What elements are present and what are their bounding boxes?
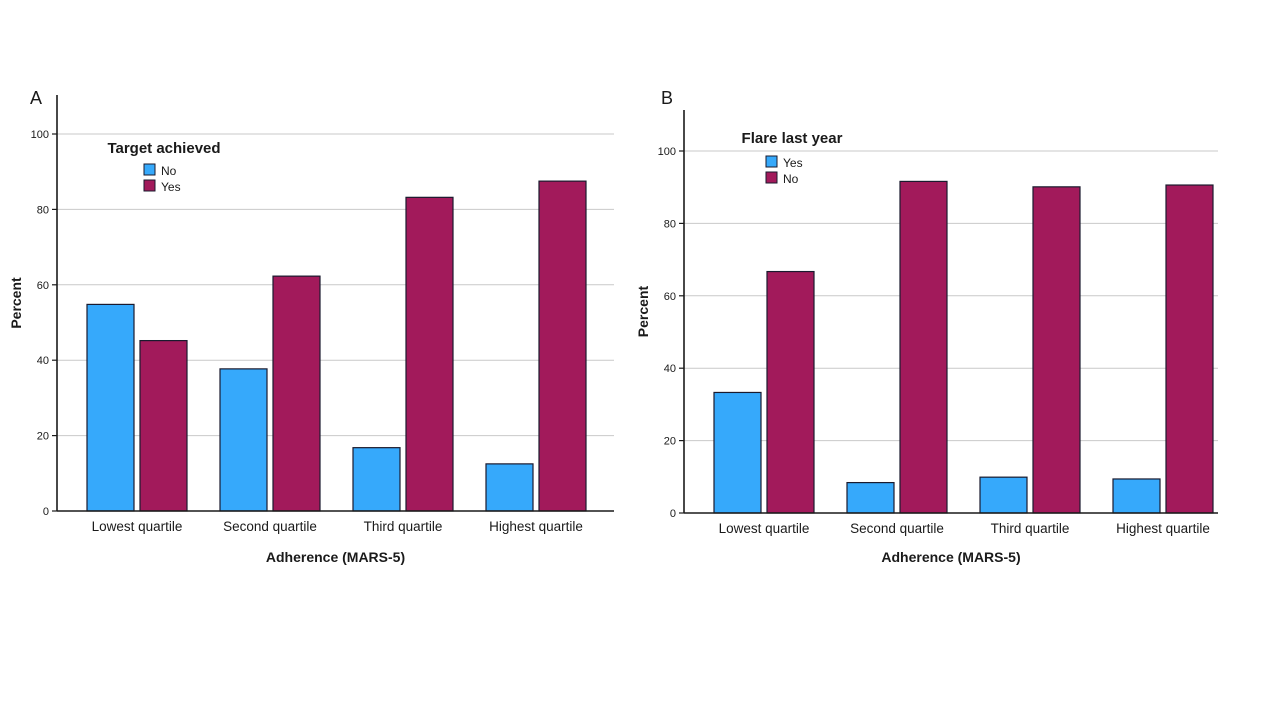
category-label-0: Lowest quartile [92,519,183,534]
y-tick-label-40: 40 [664,363,676,375]
bar-no-second-quartile [899,180,948,514]
x-axis-title: Adherence (MARS-5) [881,549,1020,565]
legend-swatch-no [143,163,156,176]
y-tick-label-60: 60 [37,280,49,292]
y-axis-title: Percent [8,277,24,329]
bar-yes-lowest-quartile [139,339,188,512]
bar-no-lowest-quartile [766,270,815,514]
bar-yes-highest-quartile [538,180,587,512]
y-tick-label-100: 100 [31,129,49,141]
category-label-1: Second quartile [850,521,944,536]
bar-no-third-quartile [352,447,401,512]
category-label-0: Lowest quartile [719,521,810,536]
legend-label-no: No [161,164,177,178]
bar-no-lowest-quartile [86,303,135,512]
y-tick-label-0: 0 [670,508,676,520]
category-label-3: Highest quartile [1116,521,1210,536]
legend-label-no: No [783,172,799,186]
y-tick-label-0: 0 [43,506,49,518]
y-tick-label-100: 100 [658,146,676,158]
bar-no-second-quartile [219,368,268,512]
legend-swatch-yes [765,155,778,168]
y-tick-label-80: 80 [37,204,49,216]
legend-title: Target achieved [107,140,220,157]
panel-letter: B [661,88,673,108]
y-tick-label-20: 20 [37,431,49,443]
y-tick-label-80: 80 [664,218,676,230]
y-axis-title: Percent [635,285,651,337]
y-tick-label-60: 60 [664,291,676,303]
category-label-1: Second quartile [223,519,317,534]
bar-no-highest-quartile [1165,184,1214,514]
bar-yes-third-quartile [405,196,454,512]
bar-no-third-quartile [1032,186,1081,514]
x-axis-title: Adherence (MARS-5) [266,549,405,565]
category-label-2: Third quartile [991,521,1070,536]
legend-label-yes: Yes [161,180,181,194]
legend-swatch-no [765,171,778,184]
category-label-3: Highest quartile [489,519,583,534]
legend-swatch-yes [143,179,156,192]
panel-letter: A [30,88,42,108]
bar-no-highest-quartile [485,463,534,512]
bar-yes-highest-quartile [1112,478,1161,514]
category-label-2: Third quartile [364,519,443,534]
y-tick-label-20: 20 [664,436,676,448]
bar-yes-third-quartile [979,476,1028,514]
legend-label-yes: Yes [783,156,803,170]
y-tick-label-40: 40 [37,355,49,367]
bar-yes-lowest-quartile [713,391,762,514]
bar-yes-second-quartile [846,481,895,514]
bar-yes-second-quartile [272,275,321,512]
legend-title: Flare last year [742,130,843,147]
